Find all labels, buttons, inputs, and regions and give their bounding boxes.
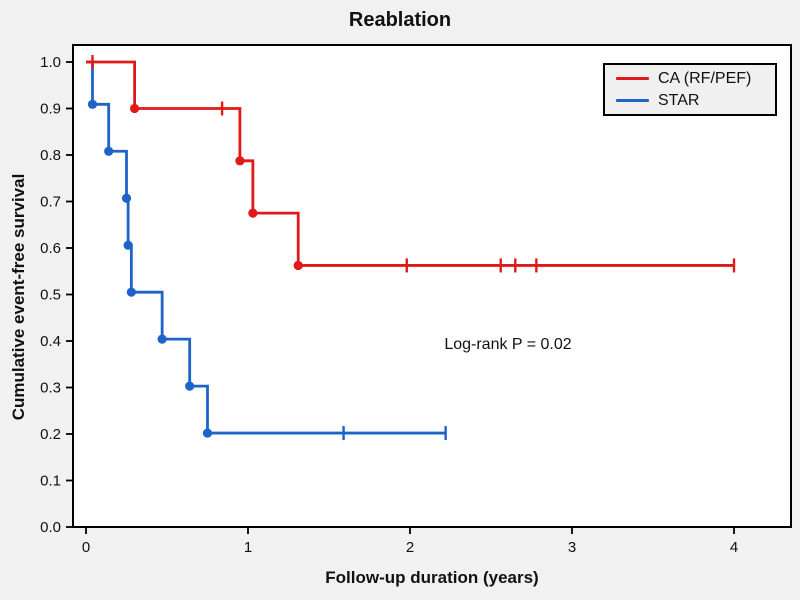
y-tick-label: 0.1 — [40, 473, 61, 490]
y-tick-label: 0.4 — [40, 333, 61, 350]
y-tick-label: 0.9 — [40, 101, 61, 118]
chart-title: Reablation — [348, 9, 452, 31]
x-axis-label: Follow-up duration (years) — [325, 568, 539, 587]
x-tick-label: 0 — [82, 539, 90, 556]
x-tick-label: 4 — [730, 539, 738, 556]
legend-box: CA (RF/PEF) STAR — [603, 63, 777, 116]
event-marker-star — [126, 287, 136, 297]
event-marker-star — [202, 428, 213, 438]
legend-line-swatch-star — [616, 98, 649, 103]
series-curve-ca-rf-pef — [86, 60, 734, 267]
log-rank-annotation: Log-rank P = 0.02 — [444, 336, 572, 353]
event-marker-star — [104, 146, 114, 156]
event-marker-ca-rf-pef — [293, 260, 303, 271]
y-tick-label: 0.5 — [40, 287, 61, 304]
legend-line-swatch-ca-rf-pef — [616, 76, 649, 81]
legend-label-ca-rf-pef: CA (RF/PEF) — [658, 69, 752, 87]
y-tick-label: 0.6 — [40, 240, 61, 257]
event-marker-star — [121, 193, 132, 203]
event-marker-star — [185, 381, 195, 391]
event-marker-star — [87, 99, 98, 109]
legend-item-star: STAR — [616, 91, 775, 110]
x-tick-label: 2 — [406, 539, 414, 556]
y-tick-label: 0.0 — [40, 519, 61, 536]
x-tick-label: 3 — [568, 539, 576, 556]
plot-background — [73, 45, 791, 527]
y-tick-label: 0.8 — [40, 147, 61, 164]
y-tick-label: 0.3 — [40, 380, 61, 397]
y-tick-label: 0.7 — [40, 194, 61, 211]
x-tick-label: 1 — [244, 539, 252, 556]
event-marker-star — [157, 334, 167, 344]
y-tick-label: 0.2 — [40, 426, 61, 443]
event-marker-ca-rf-pef — [235, 156, 245, 166]
event-marker-ca-rf-pef — [130, 103, 140, 114]
plot-border — [72, 44, 792, 528]
event-marker-star — [123, 240, 133, 250]
legend-label-star: STAR — [658, 92, 700, 109]
legend-item-ca-rf-pef: CA (RF/PEF) — [616, 69, 775, 88]
event-marker-ca-rf-pef — [248, 208, 258, 218]
y-tick-label: 1.0 — [40, 54, 61, 71]
